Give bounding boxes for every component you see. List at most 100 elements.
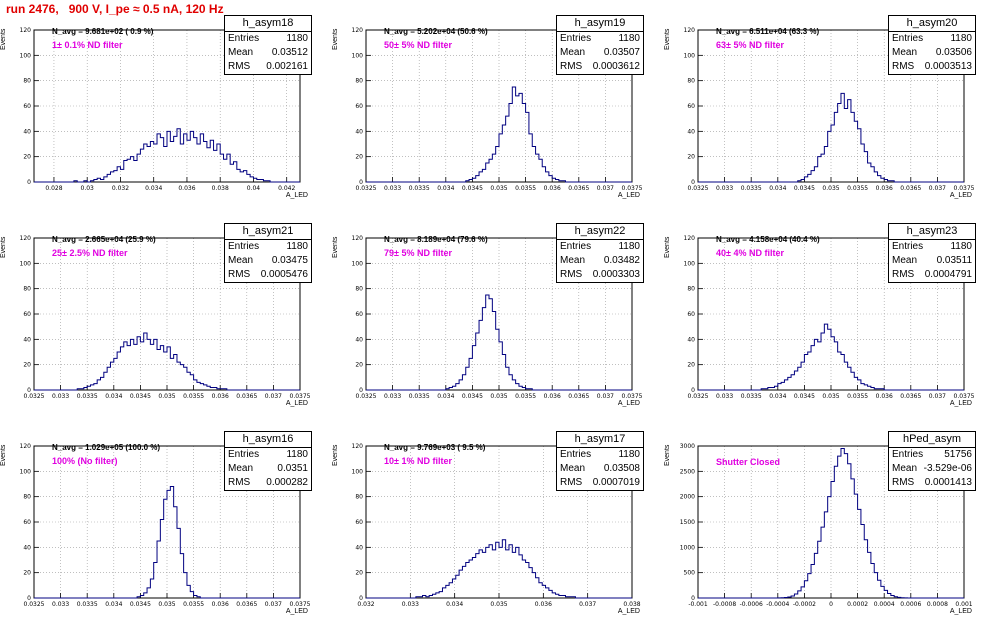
y-tick-label: 1500 [680,519,695,526]
x-tick-label: 0.0375 [290,393,311,400]
histogram-panel-hped-asym: -0.001 -0.0008 -0.0006 -0.0004 -0.0002 0 0.000… [664,430,976,618]
x-tick-label: -0.0008 [713,601,736,608]
x-tick-label: 0.0355 [515,185,536,192]
histogram-name: h_asym21 [225,224,311,240]
x-tick-label: -0.0006 [740,601,763,608]
rms-value: 0.0001413 [924,477,972,488]
histogram-plot: 0.032 0.033 0.034 0.035 0.036 0.037 0.038 0 20 40… [352,443,641,608]
x-tick-label: 0.03 [81,185,95,192]
entries-value: 1180 [618,33,640,44]
stats-box: h_asym20 Entries 1180 Mean 0.03506 RMS 0.00035… [888,15,976,75]
stats-row-entries: Entries 1180 [892,241,972,252]
y-tick-label: 80 [687,78,695,85]
x-tick-label: 0.001 [955,601,972,608]
y-tick-label: 60 [23,519,31,526]
x-tick-label: 0.035 [490,601,507,608]
x-tick-label: 0.0325 [688,393,709,400]
y-tick-label: 0 [359,595,363,602]
x-tick-label: 0.037 [265,393,282,400]
y-tick-label: 60 [355,103,363,110]
stats-row-mean: Mean -3.529e-06 [892,463,972,474]
y-tick-label: 2000 [680,494,695,501]
y-tick-label: 100 [20,260,32,267]
histogram-series [34,128,300,183]
stats-box: hPed_asym Entries 51756 Mean -3.529e-06 RMS 0.… [888,431,976,491]
x-tick-label: 0.034 [437,393,454,400]
x-tick-label: 0.042 [278,185,295,192]
x-tick-label: 0.032 [112,185,129,192]
x-tick-label: 0.0375 [290,601,311,608]
x-tick-label: 0.037 [265,601,282,608]
y-axis-label: Events [664,236,671,258]
y-tick-label: 40 [687,128,695,135]
filter-label: Shutter Closed [716,457,781,467]
x-tick-label: 0.0365 [900,393,921,400]
stats-row-rms: RMS 0.0003303 [560,269,640,280]
x-tick-label: 0.0365 [236,601,257,608]
y-tick-label: 120 [352,27,364,34]
histogram-plot: 0.0325 0.033 0.0335 0.034 0.0345 0.035 0.0355 0… [352,235,643,400]
y-tick-label: 100 [20,52,32,59]
x-tick-label: 0.037 [597,393,614,400]
x-tick-label: 0.0335 [409,185,430,192]
y-tick-label: 0 [27,179,31,186]
x-tick-label: 0.0335 [741,393,762,400]
y-tick-label: 60 [355,311,363,318]
x-tick-label: 0.035 [822,393,839,400]
y-tick-label: 80 [23,286,31,293]
x-tick-label: 0.035 [822,185,839,192]
y-tick-label: 1000 [680,544,695,551]
x-tick-label: 0.037 [929,393,946,400]
stats-row-mean: Mean 0.03507 [560,47,640,58]
x-tick-label: 0.036 [876,185,893,192]
y-tick-label: 3000 [680,443,695,450]
x-tick-label: 0.0365 [568,185,589,192]
stats-box: h_asym17 Entries 1180 Mean 0.03508 RMS 0.00070… [556,431,644,491]
x-tick-label: 0.034 [145,185,162,192]
mean-value: 0.03506 [935,47,972,58]
stats-row-entries: Entries 1180 [228,241,308,252]
entries-value: 1180 [618,449,640,460]
n-avg-label: N_avg = 4.158e+04 (40.4 %) [716,235,820,244]
x-tick-label: 0.0375 [622,393,643,400]
entries-value: 51756 [944,449,972,460]
x-axis-label: A_LED [285,400,308,407]
filter-label: 1± 0.1% ND filter [52,40,123,50]
rms-value: 0.0004791 [924,269,972,280]
mean-value: 0.03482 [603,255,640,266]
x-tick-label: 0.035 [158,393,175,400]
stats-row-mean: Mean 0.03506 [892,47,972,58]
y-tick-label: 20 [355,362,363,369]
y-tick-label: 20 [355,154,363,161]
y-tick-label: 20 [23,570,31,577]
y-tick-label: 40 [23,544,31,551]
x-tick-label: 0.0345 [130,393,151,400]
y-tick-label: 120 [352,443,364,450]
x-tick-label: -0.0002 [793,601,816,608]
histogram-series [366,539,632,599]
y-tick-label: 20 [687,154,695,161]
stats-row-mean: Mean 0.03512 [228,47,308,58]
page-title: run 2476, 900 V, I_pe ≈ 0.5 nA, 120 Hz [6,2,224,16]
histogram-name: h_asym17 [557,432,643,448]
n-avg-label: N_avg = 1.029e+05 (100.0 %) [52,443,161,452]
histogram-plot: 0.0325 0.033 0.0335 0.034 0.0345 0.035 0.0355 0… [352,27,643,192]
x-tick-label: 0.0365 [568,393,589,400]
x-axis-label: A_LED [949,608,972,615]
histogram-series [366,86,632,183]
x-axis-label: A_LED [285,192,308,199]
x-axis-label: A_LED [617,608,640,615]
histogram-name: h_asym20 [889,16,975,32]
stats-row-rms: RMS 0.002161 [228,61,308,72]
y-axis-label: Events [0,28,7,50]
x-tick-label: 0.0375 [954,185,975,192]
x-tick-label: 0.0325 [356,185,377,192]
x-tick-label: 0.034 [105,393,122,400]
y-tick-label: 120 [352,235,364,242]
x-tick-label: 0.0345 [462,393,483,400]
x-tick-label: 0.0002 [847,601,868,608]
x-tick-label: 0.0365 [900,185,921,192]
stats-row-entries: Entries 1180 [228,33,308,44]
histogram-panel-h-asym22: 0.0325 0.033 0.0335 0.034 0.0345 0.035 0.0355 0… [332,222,644,410]
y-tick-label: 60 [687,311,695,318]
